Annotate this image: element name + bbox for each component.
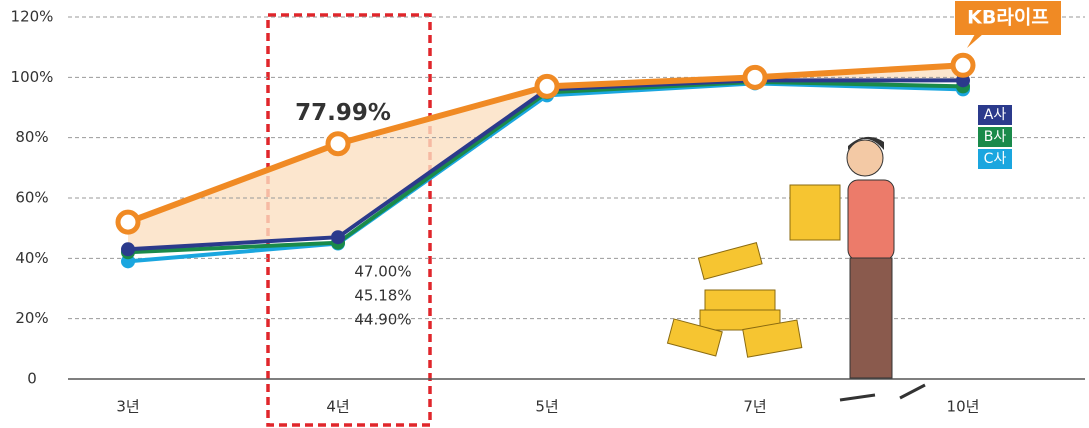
y-tick-label: 100%	[11, 68, 54, 86]
point-marker	[534, 73, 560, 99]
legend-callout	[955, 1, 1061, 35]
legend-label: A사	[984, 107, 1007, 123]
value-label: 44.90%	[354, 311, 411, 329]
gap-area	[128, 65, 963, 250]
y-tick-label: 20%	[15, 309, 48, 327]
point-marker	[325, 131, 351, 157]
y-tick-label: 60%	[15, 189, 48, 207]
legend-swatch	[978, 105, 1012, 125]
y-tick-label: 0	[27, 370, 37, 388]
point-marker	[115, 209, 141, 235]
illustration	[666, 136, 926, 402]
legend: KB라이프 A사 B사 C사	[955, 1, 1061, 169]
x-tick-label: 4년	[326, 398, 349, 416]
point-marker	[331, 230, 345, 245]
legend-swatch	[978, 127, 1012, 147]
point-marker	[121, 242, 135, 257]
value-label: 47.00%	[354, 263, 411, 281]
legend-label: KB라이프	[967, 7, 1049, 29]
legend-label: C사	[984, 151, 1007, 167]
legend-label: B사	[984, 129, 1007, 145]
y-tick-label: 40%	[15, 249, 48, 267]
y-tick-label: 80%	[15, 128, 48, 146]
x-tick-label: 5년	[535, 398, 558, 416]
value-label: 45.18%	[354, 287, 411, 305]
point-marker	[950, 52, 976, 78]
legend-callout-pointer	[967, 34, 983, 48]
x-tick-label: 7년	[743, 398, 766, 416]
y-tick-label: 120%	[11, 8, 54, 26]
legend-swatch	[978, 149, 1012, 169]
point-marker	[742, 64, 768, 90]
x-tick-label: 10년	[947, 398, 980, 416]
x-tick-label: 3년	[116, 398, 139, 416]
value-label: 77.99%	[295, 100, 391, 126]
